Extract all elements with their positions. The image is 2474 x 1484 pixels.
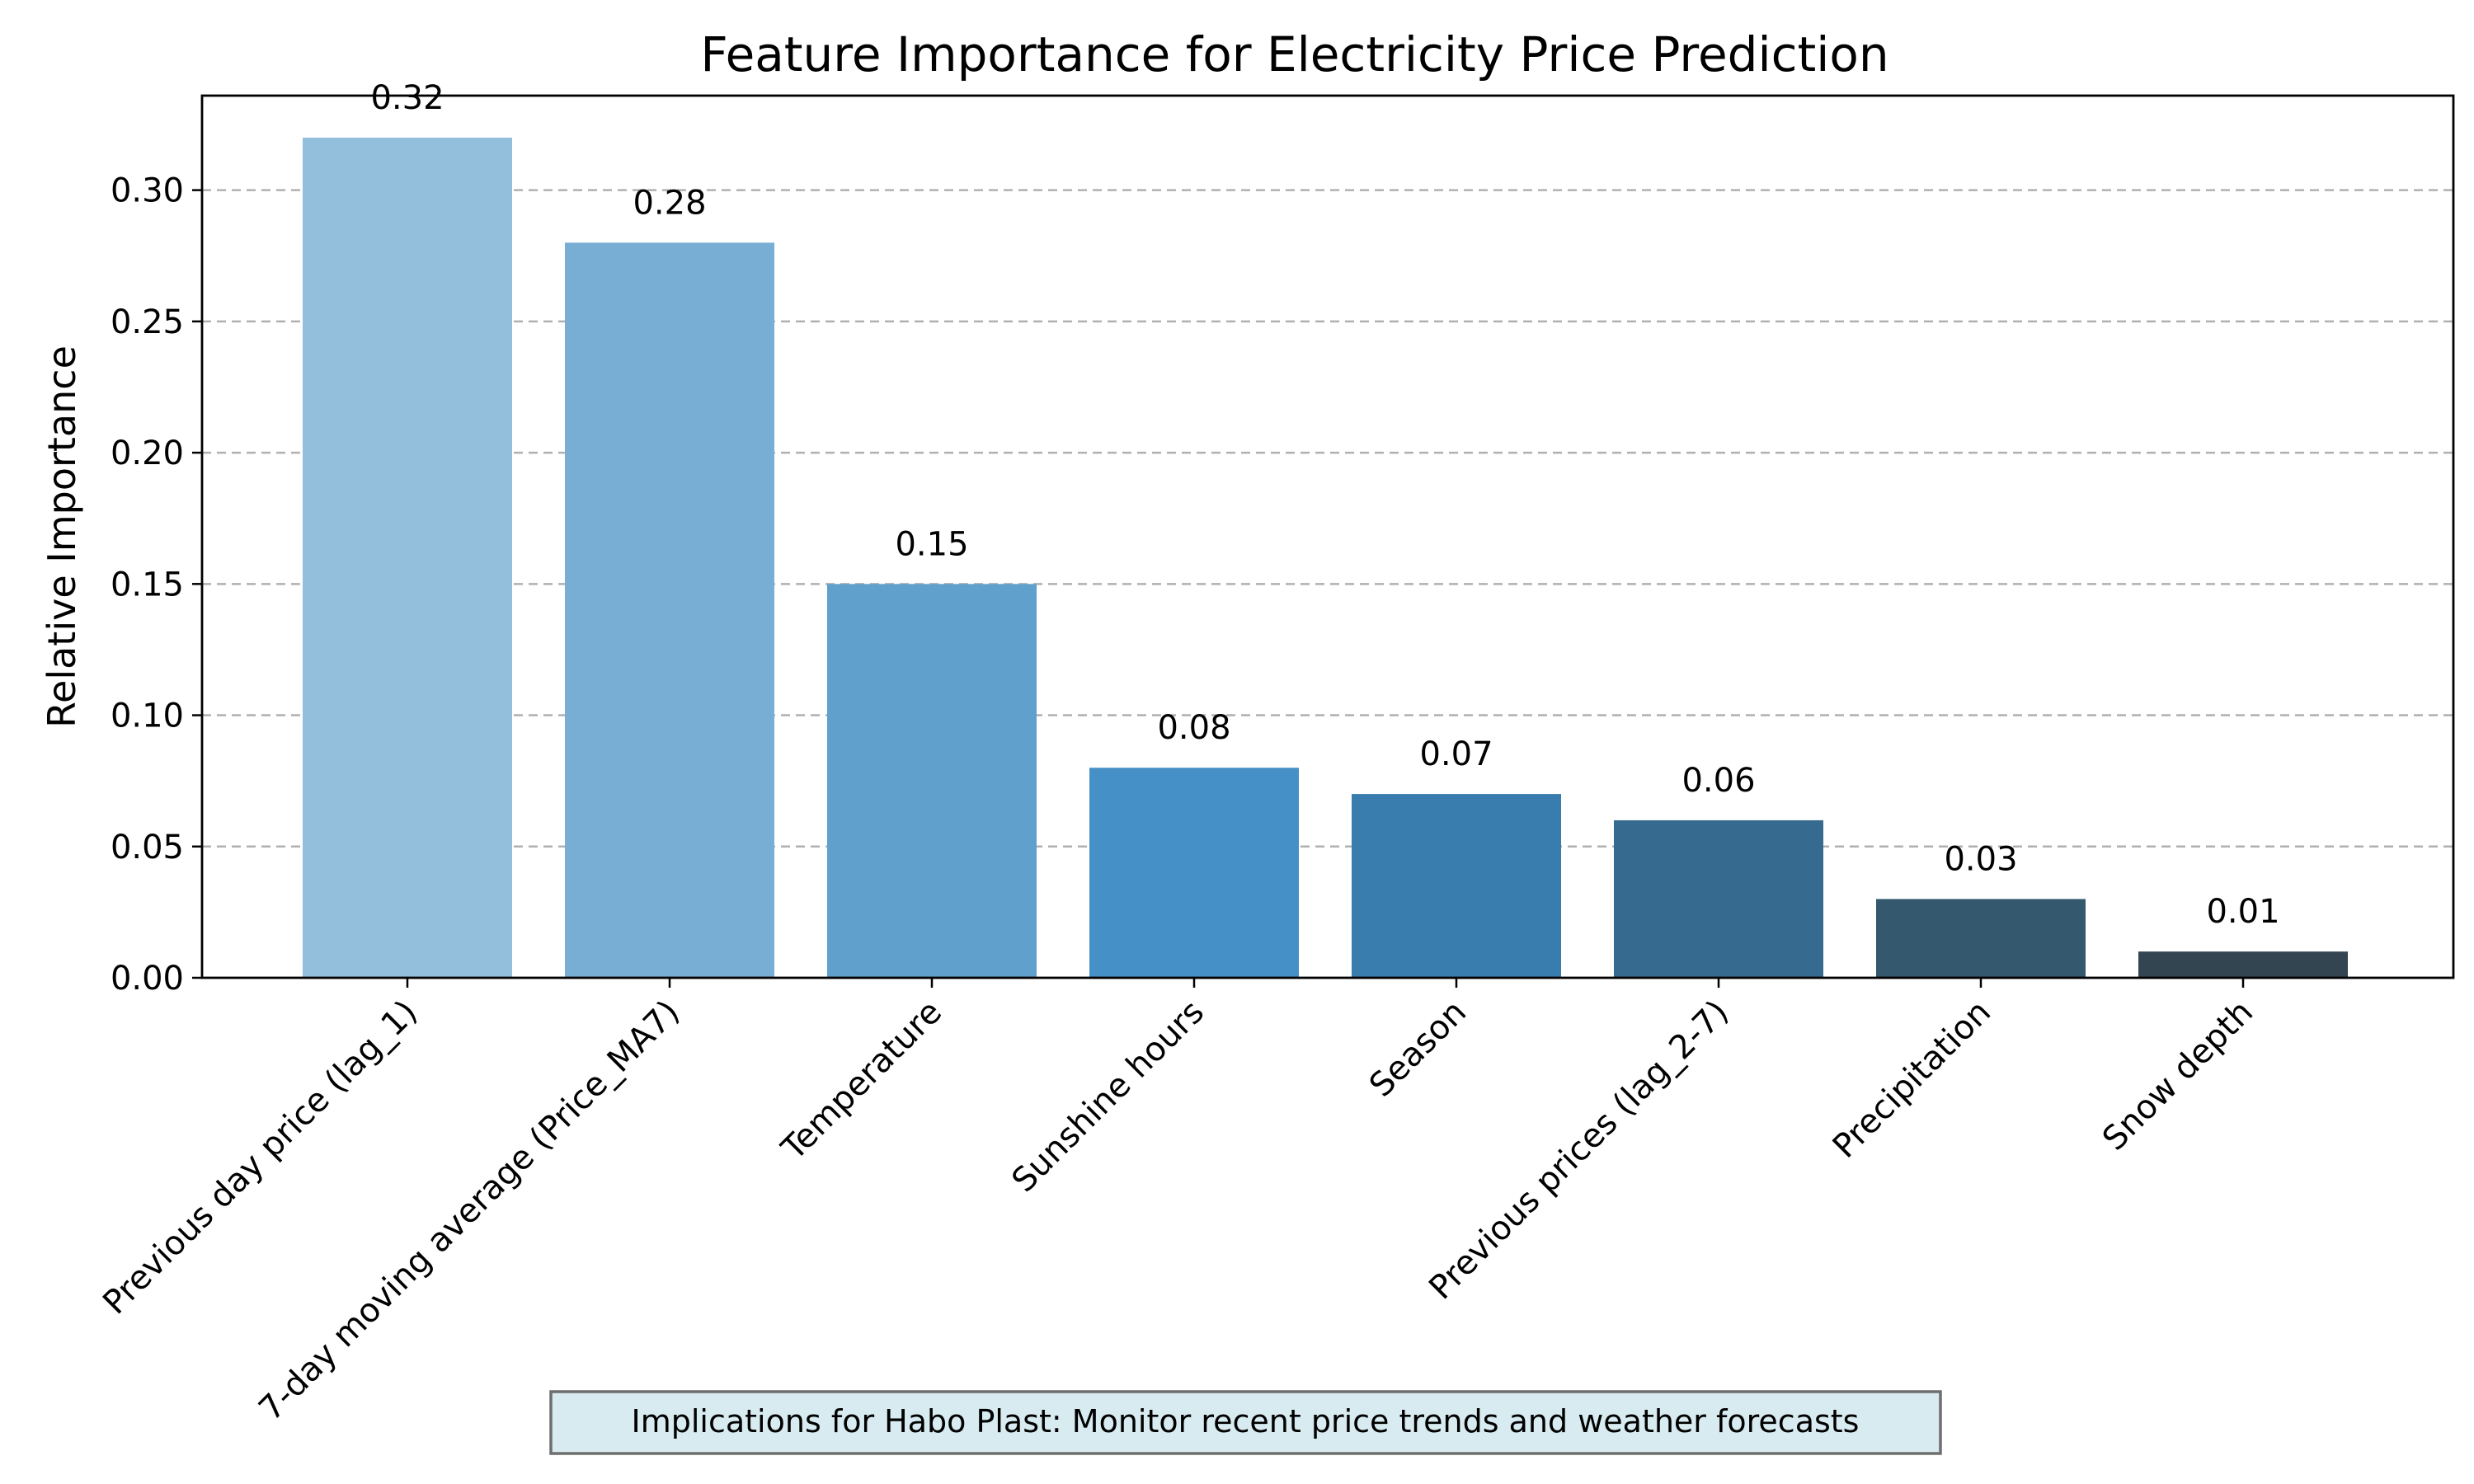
- x-axis-ticks: Previous day price (lag_1)7-day moving a…: [96, 978, 2260, 1428]
- x-tick-label: Sunshine hours: [1004, 993, 1211, 1200]
- bar-value-label: 0.01: [2206, 893, 2279, 931]
- bars: [303, 137, 2348, 978]
- bar-value-labels: 0.32 0.28 0.15 0.08 0.07 0.06 0.03 0.01: [370, 79, 2279, 931]
- bar: [1614, 819, 1823, 978]
- bar: [2138, 951, 2348, 978]
- bar-value-label: 0.32: [370, 79, 444, 117]
- bar-value-label: 0.03: [1944, 840, 2017, 878]
- annotation-background: [549, 1390, 1942, 1455]
- x-tick-label: Previous day price (lag_1): [96, 993, 425, 1322]
- bar-value-label: 0.08: [1157, 709, 1230, 747]
- y-tick-label: 0.10: [111, 697, 184, 735]
- x-tick-label: Temperature: [774, 993, 949, 1168]
- bar-value-label: 0.07: [1419, 735, 1493, 773]
- bar: [303, 137, 512, 978]
- y-tick-label: 0.05: [111, 829, 184, 866]
- x-tick-label: Previous prices (lag_2-7): [1422, 993, 1736, 1308]
- plot-frame: [200, 94, 2455, 979]
- annotation-text: Implications for Habo Plast: Monitor rec…: [632, 1403, 1860, 1439]
- y-gridlines: [202, 189, 2453, 848]
- x-tick-label: Season: [1362, 993, 1474, 1105]
- bar: [1089, 768, 1299, 978]
- annotation-box: Implications for Habo Plast: Monitor rec…: [549, 1390, 1942, 1455]
- bar: [565, 242, 774, 978]
- x-tick-label: 7-day moving average (Price_MA7): [252, 993, 687, 1429]
- y-axis-ticks: 0.00 0.05 0.10 0.15 0.20 0.25 0.30: [111, 172, 202, 998]
- bar: [1352, 794, 1561, 978]
- y-tick-label: 0.30: [111, 172, 184, 210]
- y-tick-label: 0.20: [111, 434, 184, 472]
- bar-value-label: 0.28: [633, 184, 706, 222]
- bar-value-label: 0.06: [1681, 762, 1755, 800]
- bar: [1876, 899, 2086, 978]
- x-tick-label: Snow depth: [2095, 993, 2260, 1158]
- y-axis-label: Relative Importance: [40, 345, 84, 728]
- chart-title: Feature Importance for Electricity Price…: [700, 26, 1888, 82]
- y-tick-label: 0.15: [111, 566, 184, 603]
- y-tick-label: 0.00: [111, 960, 184, 998]
- bar: [827, 584, 1037, 978]
- bar-value-label: 0.15: [895, 525, 968, 563]
- y-tick-label: 0.25: [111, 303, 184, 341]
- x-tick-label: Precipitation: [1826, 993, 1998, 1166]
